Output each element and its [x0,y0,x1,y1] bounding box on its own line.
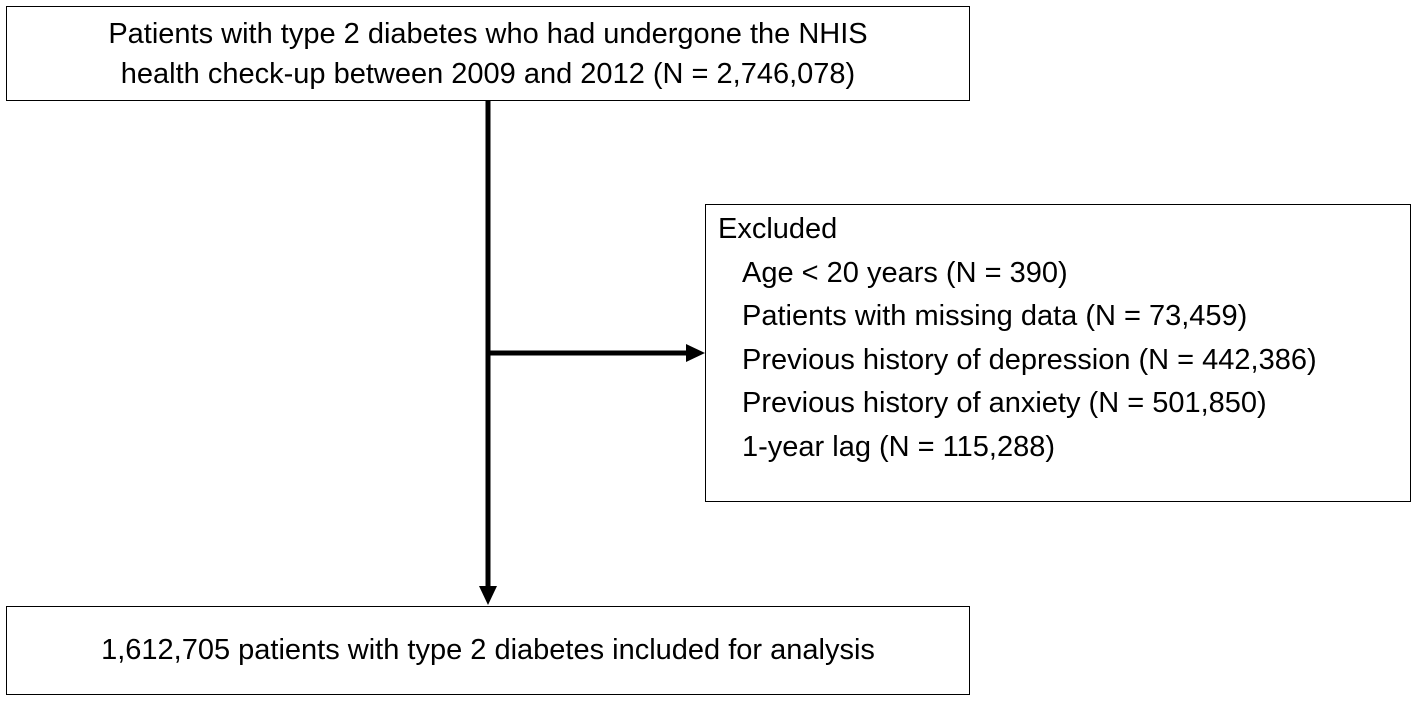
exclusion-item-age: Age < 20 years (N = 390) [742,256,1068,289]
exclusion-item-missing-data: Patients with missing data (N = 73,459) [742,300,1248,332]
exclusion-item-depression: Previous history of depression (N = 442,… [742,343,1317,376]
exclusion-arrowhead [686,344,705,362]
exclusion-heading: Excluded [718,213,838,245]
exclusion-item-anxiety: Previous history of anxiety (N = 501,850… [742,387,1267,419]
main-flow-arrowhead [479,586,497,605]
final-cohort-box: 1,612,705 patients with type 2 diabetes … [6,606,970,695]
final-cohort-text: 1,612,705 patients with type 2 diabetes … [101,634,875,666]
exclusion-item-lag: 1-year lag (N = 115,288) [742,430,1055,463]
eligible-population-line-2: health check-up between 2009 and 2012 (N… [120,57,856,90]
eligible-population-line-1: Patients with type 2 diabetes who had un… [108,17,868,50]
eligible-population-box: Patients with type 2 diabetes who had un… [6,6,970,101]
exclusion-box: Excluded Age < 20 years (N = 390) Patien… [705,204,1411,502]
